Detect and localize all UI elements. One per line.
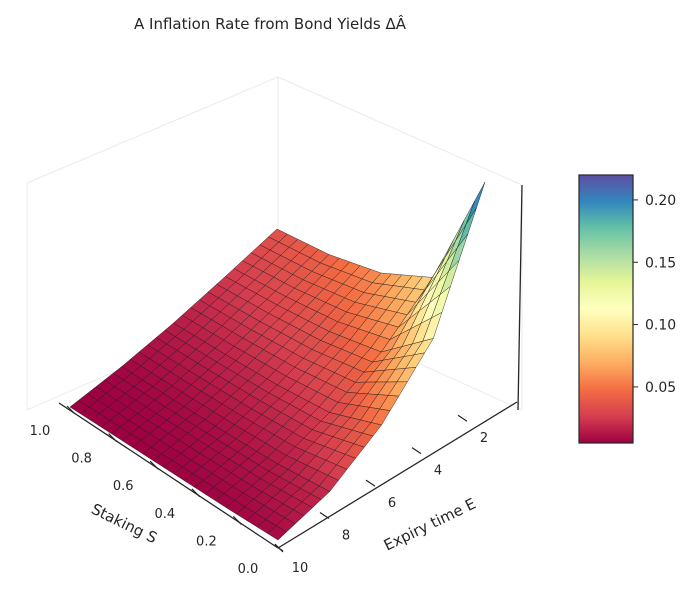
x-tick-label: 0.8: [71, 452, 92, 467]
x-tick-mark: [191, 488, 201, 498]
x-tick-label: 0.6: [113, 479, 134, 494]
x-tick-mark: [232, 515, 242, 525]
x-tick-mark: [66, 405, 76, 415]
y-tick-mark: [365, 479, 376, 487]
x-axis-label: Staking S: [88, 500, 160, 547]
x-tick-label: 0.2: [196, 534, 217, 549]
y-tick-label: 6: [388, 496, 396, 511]
z-axis-line: [517, 184, 523, 411]
colorbar-tick-label: 0.15: [645, 255, 676, 271]
colorbar: 0.05 0.10 0.15 0.20: [578, 174, 676, 444]
colorbar-tick-label: 0.05: [645, 380, 676, 396]
x-tick-label: 0.0: [238, 562, 259, 577]
y-tick-mark: [319, 512, 330, 520]
y-tick-mark: [273, 544, 284, 552]
colorbar-ticks: 0.05 0.10 0.15 0.20: [633, 193, 676, 396]
axes: 0.0 0.2 0.4 0.6 0.8 1.0 2 4 6 8 10: [30, 184, 523, 577]
y-tick-mark: [411, 447, 422, 455]
colorbar-tick-label: 0.20: [645, 193, 676, 209]
x-tick-label: 1.0: [30, 424, 51, 439]
y-axis-line: [277, 401, 518, 549]
y-tick-label: 2: [480, 431, 488, 446]
colorbar-tick-label: 0.10: [645, 318, 676, 334]
surface-patch: [267, 525, 288, 541]
y-tick-label: 4: [434, 464, 442, 479]
colorbar-gradient: [578, 174, 634, 444]
x-tick-mark: [149, 460, 159, 470]
x-tick-mark: [108, 433, 118, 443]
y-tick-mark: [457, 414, 468, 422]
y-tick-label: 8: [342, 529, 350, 544]
x-tick-label: 0.4: [154, 507, 175, 522]
chart-title: A Inflation Rate from Bond Yields ΔÂ: [134, 14, 407, 33]
surface-plot: [69, 181, 486, 541]
y-tick-label: 10: [292, 561, 309, 576]
